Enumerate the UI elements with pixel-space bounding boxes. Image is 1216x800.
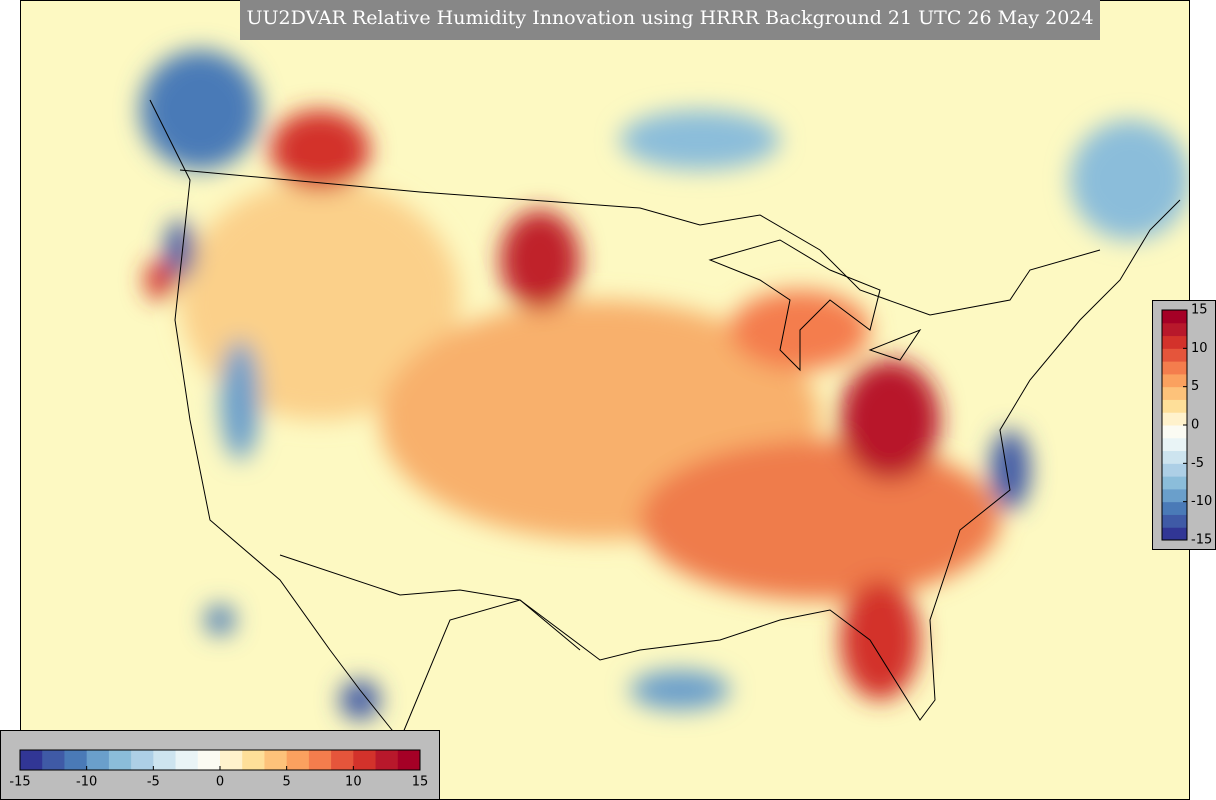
colorbar-tick-label: 15 <box>412 775 429 790</box>
colorbar-segment <box>1162 386 1187 400</box>
colorbar-tick-label: -5 <box>1191 456 1204 471</box>
vertical-colorbar: 15 10 5 0 -5 -10 -15 <box>1161 303 1212 548</box>
coastline <box>149 99 1181 741</box>
colorbar-tick-label: 15 <box>1191 303 1208 318</box>
colorbar-segment <box>308 750 332 770</box>
map-title: UU2DVAR Relative Humidity Innovation usi… <box>246 7 1093 29</box>
colorbar-segment <box>108 750 132 770</box>
colorbar-tick-label: 0 <box>1191 418 1199 433</box>
colorbar-segment <box>64 750 88 770</box>
colorbar-tick-label: -15 <box>1191 533 1212 548</box>
colorbar-segment <box>1162 361 1187 375</box>
colorbar-segment <box>153 750 177 770</box>
colorbar-segment <box>1162 310 1187 324</box>
colorbar-segment <box>264 750 288 770</box>
colorbar-segment <box>1162 476 1187 490</box>
colorbar-tick-label: -15 <box>9 775 30 790</box>
border-mexico <box>279 554 581 651</box>
colorbar-segment <box>131 750 154 770</box>
colorbar-segment <box>42 750 65 770</box>
colorbar-tick-label: -5 <box>147 775 160 790</box>
colorbar-segment <box>331 750 354 770</box>
colorbar-segment <box>175 750 199 770</box>
colorbar-segment <box>1162 514 1187 528</box>
great-lakes <box>708 239 922 372</box>
border-canada <box>179 169 1101 316</box>
colorbar-segment <box>1162 348 1187 362</box>
colorbar-segment <box>1162 425 1187 439</box>
colorbar-segment <box>1162 501 1187 515</box>
colorbar-tick-label: -10 <box>76 775 97 790</box>
colorbar-segment <box>1162 373 1187 388</box>
colorbar-segment <box>397 750 421 770</box>
colorbar-segment <box>1162 488 1187 503</box>
colorbar-segment <box>1162 399 1187 413</box>
colorbar-tick-label: 5 <box>1191 379 1199 394</box>
colorbar-segment <box>1162 437 1187 452</box>
title-box <box>240 0 1100 40</box>
colorbar-segment <box>220 750 243 770</box>
colorbar-tick-label: -10 <box>1191 494 1212 509</box>
colorbar-segment <box>1162 412 1187 426</box>
colorbar-segment <box>375 750 399 770</box>
colorbar-tick-label: 10 <box>345 775 362 790</box>
innovation-field <box>140 50 1190 720</box>
colorbar-segment <box>1162 463 1187 477</box>
colorbar-segment <box>353 750 377 770</box>
colorbar-segment <box>242 750 265 770</box>
map <box>20 0 1190 800</box>
colorbar-segment <box>86 750 110 770</box>
colorbar-segment <box>197 750 221 770</box>
colorbar-tick-label: 0 <box>216 775 224 790</box>
colorbar-tick-label: 10 <box>1191 341 1208 356</box>
colorbar-segment <box>1162 527 1187 541</box>
colorbar-segment <box>1162 450 1187 464</box>
colorbar-segment <box>1162 335 1187 349</box>
colorbar-segment <box>1162 322 1187 337</box>
horizontal-colorbar: -15 -10 -5 0 5 10 15 <box>9 749 429 790</box>
colorbar-segment <box>20 750 43 770</box>
colorbar-segment <box>286 750 310 770</box>
colorbar-tick-label: 5 <box>283 775 291 790</box>
